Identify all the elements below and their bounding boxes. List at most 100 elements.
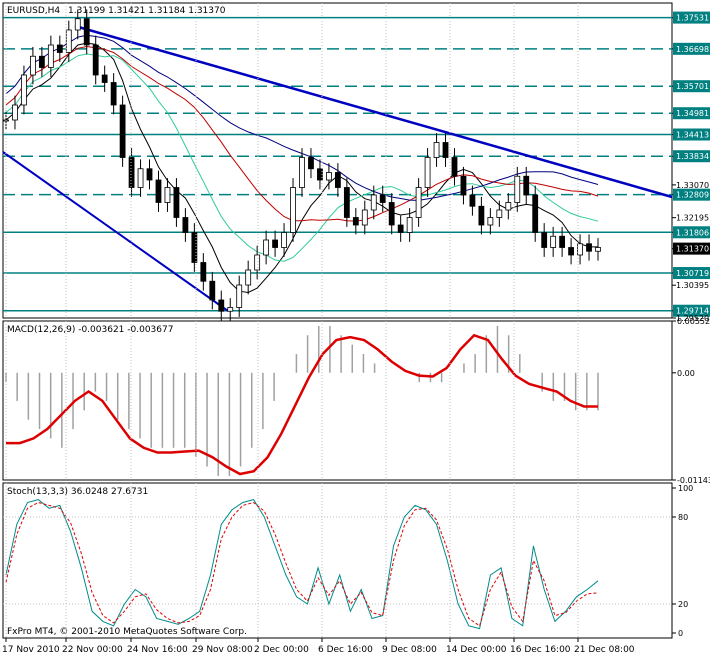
price-tick-label: 1.31370	[676, 245, 709, 254]
candle-body	[334, 172, 341, 188]
level-badge	[673, 80, 710, 93]
candle-body	[541, 232, 548, 248]
candle-body	[442, 142, 449, 158]
candle-body	[164, 187, 171, 203]
price-panel[interactable]	[2, 9, 673, 321]
time-tick-label: 6 Dec 16:00	[318, 645, 373, 655]
candle-body	[559, 235, 566, 248]
candle-body	[326, 172, 332, 181]
candle-body	[487, 217, 494, 226]
candle-body	[191, 232, 198, 263]
candle-body	[272, 239, 278, 248]
copyright-text: FxPro MT4, © 2001-2010 MetaQuotes Softwa…	[7, 627, 247, 637]
candle-body	[173, 187, 180, 218]
level-badge	[673, 188, 710, 201]
ma-medium-line	[5, 53, 599, 262]
stoch-tick-label: 100	[678, 484, 693, 493]
time-tick-label: 21 Dec 08:00	[574, 645, 635, 655]
macd-title: MACD(12,26,9) -0.003621 -0.003677	[7, 325, 173, 335]
level-badge	[673, 304, 710, 317]
level-badge	[673, 226, 710, 239]
candle-body	[182, 217, 189, 233]
ma-slow-line	[5, 45, 599, 222]
price-title: EURUSD,H4	[7, 6, 60, 16]
candle-body	[352, 217, 359, 226]
candle-body	[415, 187, 422, 218]
candle-body	[460, 175, 467, 196]
candle-body	[514, 175, 521, 203]
stoch-panel-frame	[2, 482, 673, 639]
candle-body	[308, 157, 314, 170]
candle-body	[47, 44, 54, 68]
level-badge	[673, 267, 710, 280]
macd-tick-label: 0.005525	[677, 317, 710, 326]
price-tick-label: 1.32809	[676, 191, 709, 200]
lower-trendline	[2, 151, 229, 312]
stoch-signal-line	[5, 501, 599, 627]
candle-body	[38, 55, 45, 68]
candle-body	[424, 157, 431, 188]
candle-body	[209, 280, 216, 301]
candle-body	[523, 175, 530, 196]
candle-body	[110, 82, 117, 106]
upper-trendline	[74, 24, 673, 199]
price-tick-label: 1.30395	[676, 281, 709, 290]
candle-body	[370, 194, 377, 211]
level-badge	[673, 11, 710, 24]
axes: 1.37531 1.36698 1.35701 1.34981 1.34413 1.338…	[2, 3, 710, 655]
candle-body	[550, 235, 557, 248]
candle-body	[227, 307, 234, 312]
candle-body	[586, 243, 592, 252]
price-tick-label: 1.35701	[676, 82, 709, 91]
time-tick-label: 16 Dec 16:00	[510, 645, 571, 655]
price-tick-label: 1.34413	[676, 131, 709, 140]
candle-body	[56, 44, 63, 53]
price-tick-label: 1.31806	[676, 228, 709, 237]
time-tick-label: 24 Nov 16:00	[127, 645, 188, 655]
macd-panel-frame	[2, 320, 673, 481]
current-price-badge	[673, 242, 710, 255]
candle-body	[343, 187, 350, 218]
level-badge	[673, 42, 710, 55]
candle-body	[299, 157, 305, 188]
price-tick-label: 1.36698	[676, 45, 709, 54]
stoch-tick-label: 0	[678, 629, 683, 638]
candle-body	[137, 168, 144, 188]
price-tick-label: 1.33834	[676, 152, 709, 161]
candle-body	[92, 44, 99, 76]
price-tick-label: 1.37531	[676, 14, 709, 23]
stoch-title: Stoch(13,3,3) 36.0248 27.6731	[7, 487, 148, 497]
ohlc-header: 1.31199 1.31421 1.31184 1.31370	[68, 6, 226, 16]
price-tick-label: 1.29520	[676, 314, 709, 323]
time-tick-label: 29 Nov 08:00	[192, 645, 253, 655]
stoch-tick-label: 80	[678, 513, 688, 522]
candle-body	[406, 217, 413, 233]
candle-body	[146, 168, 153, 181]
candle-body	[30, 55, 36, 76]
candle-body	[101, 74, 108, 83]
macd-tick-label: -0.011435	[677, 476, 710, 485]
candle-body	[245, 269, 252, 286]
level-badge	[673, 107, 710, 120]
candle-body	[478, 205, 485, 226]
price-panel-frame	[2, 2, 673, 319]
time-tick-label: 17 Nov 2010	[2, 645, 60, 655]
candle-body	[595, 247, 601, 252]
candle-body	[433, 142, 440, 158]
price-tick-label: 1.33070	[676, 181, 709, 190]
time-tick-label: 14 Dec 00:00	[446, 645, 507, 655]
candle-body	[119, 104, 126, 158]
candle-body	[65, 29, 72, 53]
stoch-panel[interactable]	[3, 499, 672, 630]
candle-body	[361, 209, 368, 226]
candle-body	[155, 179, 162, 203]
candle-body	[281, 232, 287, 248]
macd-panel[interactable]	[5, 325, 599, 476]
stoch-tick-label: 20	[678, 600, 688, 609]
candle-body	[290, 187, 296, 233]
macd-signal-line	[6, 333, 598, 476]
price-tick-label: 1.34981	[676, 109, 709, 118]
stoch-main-line	[5, 499, 599, 630]
price-tick-label: 1.30719	[676, 269, 709, 278]
